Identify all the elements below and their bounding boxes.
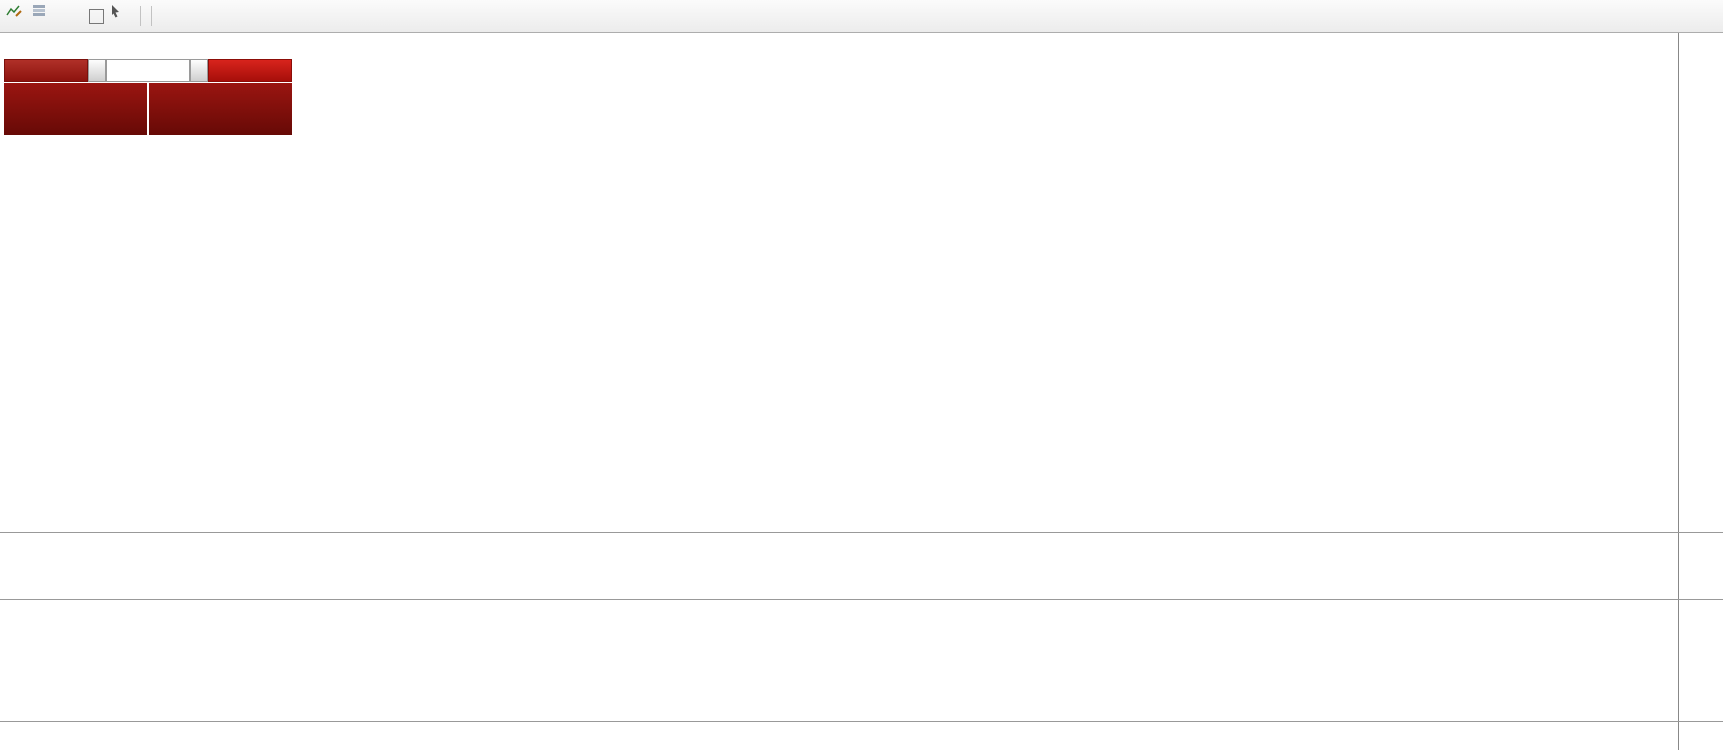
- rsi-chart: [0, 600, 1678, 721]
- list-grid-icon: [33, 5, 45, 16]
- buy-button[interactable]: [208, 59, 292, 82]
- buy-price-display[interactable]: [149, 83, 292, 135]
- sell-button[interactable]: [4, 59, 88, 82]
- volume-up-button[interactable]: [190, 59, 208, 82]
- one-click-trading-panel: [4, 59, 292, 135]
- sell-price-display[interactable]: [4, 83, 147, 135]
- indicator-list-button[interactable]: [32, 4, 56, 28]
- rsi-scale[interactable]: [1678, 600, 1723, 721]
- cursor-tool-button[interactable]: [110, 4, 134, 28]
- time-axis-row: [0, 722, 1723, 750]
- macd-scale[interactable]: [1678, 533, 1723, 599]
- axis-corner: [1678, 722, 1723, 750]
- macd-chart: [0, 533, 1678, 599]
- price-scale[interactable]: [1678, 33, 1723, 532]
- macd-pane-row: [0, 533, 1723, 600]
- chart-draw-button[interactable]: [6, 4, 30, 28]
- main-chart-row: [0, 33, 1723, 533]
- rsi-pane-row: [0, 600, 1723, 722]
- chart-line-icon: [6, 5, 22, 17]
- text-box-button[interactable]: [84, 4, 108, 28]
- cursor-icon: [112, 5, 119, 18]
- macd-canvas[interactable]: [0, 533, 1678, 599]
- letter-t-icon: [88, 8, 104, 24]
- text-label-button[interactable]: [58, 4, 82, 28]
- volume-input[interactable]: [106, 59, 190, 82]
- rsi-canvas[interactable]: [0, 600, 1678, 721]
- volume-down-button[interactable]: [88, 59, 106, 82]
- chart-header: [6, 37, 9, 49]
- toolbar: [0, 0, 1723, 33]
- main-chart-canvas[interactable]: [0, 33, 1678, 532]
- toolbar-separator: [151, 6, 152, 26]
- toolbar-separator: [140, 6, 141, 26]
- time-scale[interactable]: [0, 722, 1678, 750]
